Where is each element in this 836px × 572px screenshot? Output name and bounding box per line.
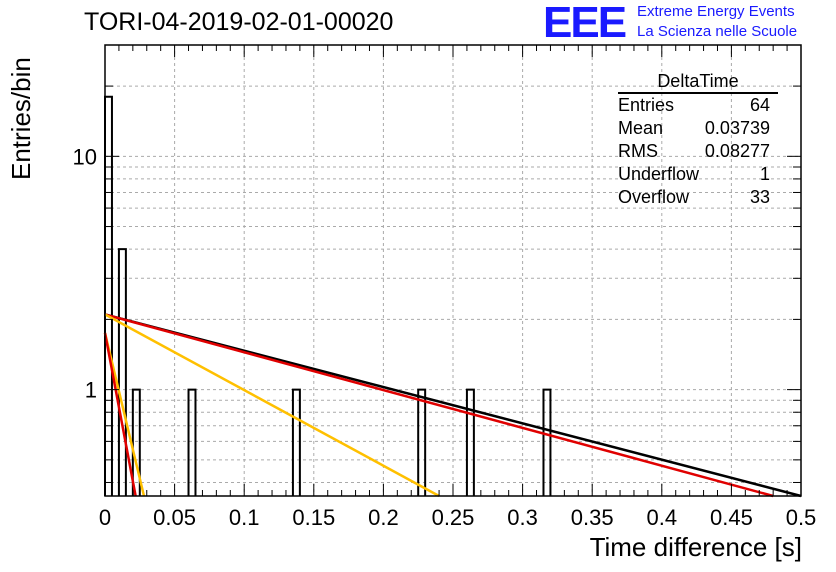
x-tick-label: 0.1 [229,505,260,530]
eee-logo: EEE [543,0,627,47]
logo-caption-line1: Extreme Energy Events [637,3,795,20]
fit-line [104,313,440,498]
histogram-bar [465,388,475,496]
stats-label: Overflow [618,187,690,207]
histogram-bar [117,248,127,496]
stats-value: 64 [749,95,770,115]
x-tick-label: 0.05 [153,505,196,530]
stats-row-rms: RMS 0.08277 [610,140,778,163]
x-tick-label: 0 [99,505,111,530]
x-tick-label: 0.5 [786,505,817,530]
stats-row-underflow: Underflow 1 [610,163,778,186]
y-tick-label: 10 [73,144,97,169]
histogram-bar [291,388,301,496]
stats-label: RMS [618,141,658,161]
stats-row-overflow: Overflow 33 [610,186,778,209]
chart-title: TORI-04-2019-02-01-00020 [84,8,394,36]
stats-label: Entries [618,95,675,115]
stats-value: 0.08277 [704,141,770,161]
x-tick-label: 0.3 [507,505,538,530]
stats-label: Underflow [618,164,700,184]
stats-value: 1 [759,164,770,184]
x-tick-label: 0.45 [710,505,753,530]
stats-title: DeltaTime [618,70,778,94]
x-tick-label: 0.35 [571,505,614,530]
histogram-bar [542,388,552,496]
stats-value: 33 [749,187,770,207]
x-tick-label: 0.15 [292,505,335,530]
histogram-bar [417,388,427,496]
stats-value: 0.03739 [704,118,770,138]
stats-label: Mean [618,118,664,138]
stats-box: DeltaTime Entries 64 Mean 0.03739 RMS 0.… [610,70,778,209]
y-tick-label: 1 [85,378,97,403]
x-tick-label: 0.4 [647,505,678,530]
fit-line [103,332,146,497]
histogram-bar [131,388,141,496]
histogram-bar [187,388,197,496]
fit-line [104,313,774,498]
fit-line [103,332,137,497]
x-tick-label: 0.25 [432,505,475,530]
stats-row-mean: Mean 0.03739 [610,117,778,140]
x-axis-label: Time difference [s] [589,532,802,562]
stats-row-entries: Entries 64 [610,94,778,117]
x-tick-label: 0.2 [368,505,399,530]
logo-caption-line2: La Scienza nelle Scuole [637,23,798,40]
y-axis-label: Entries/bin [6,57,36,180]
